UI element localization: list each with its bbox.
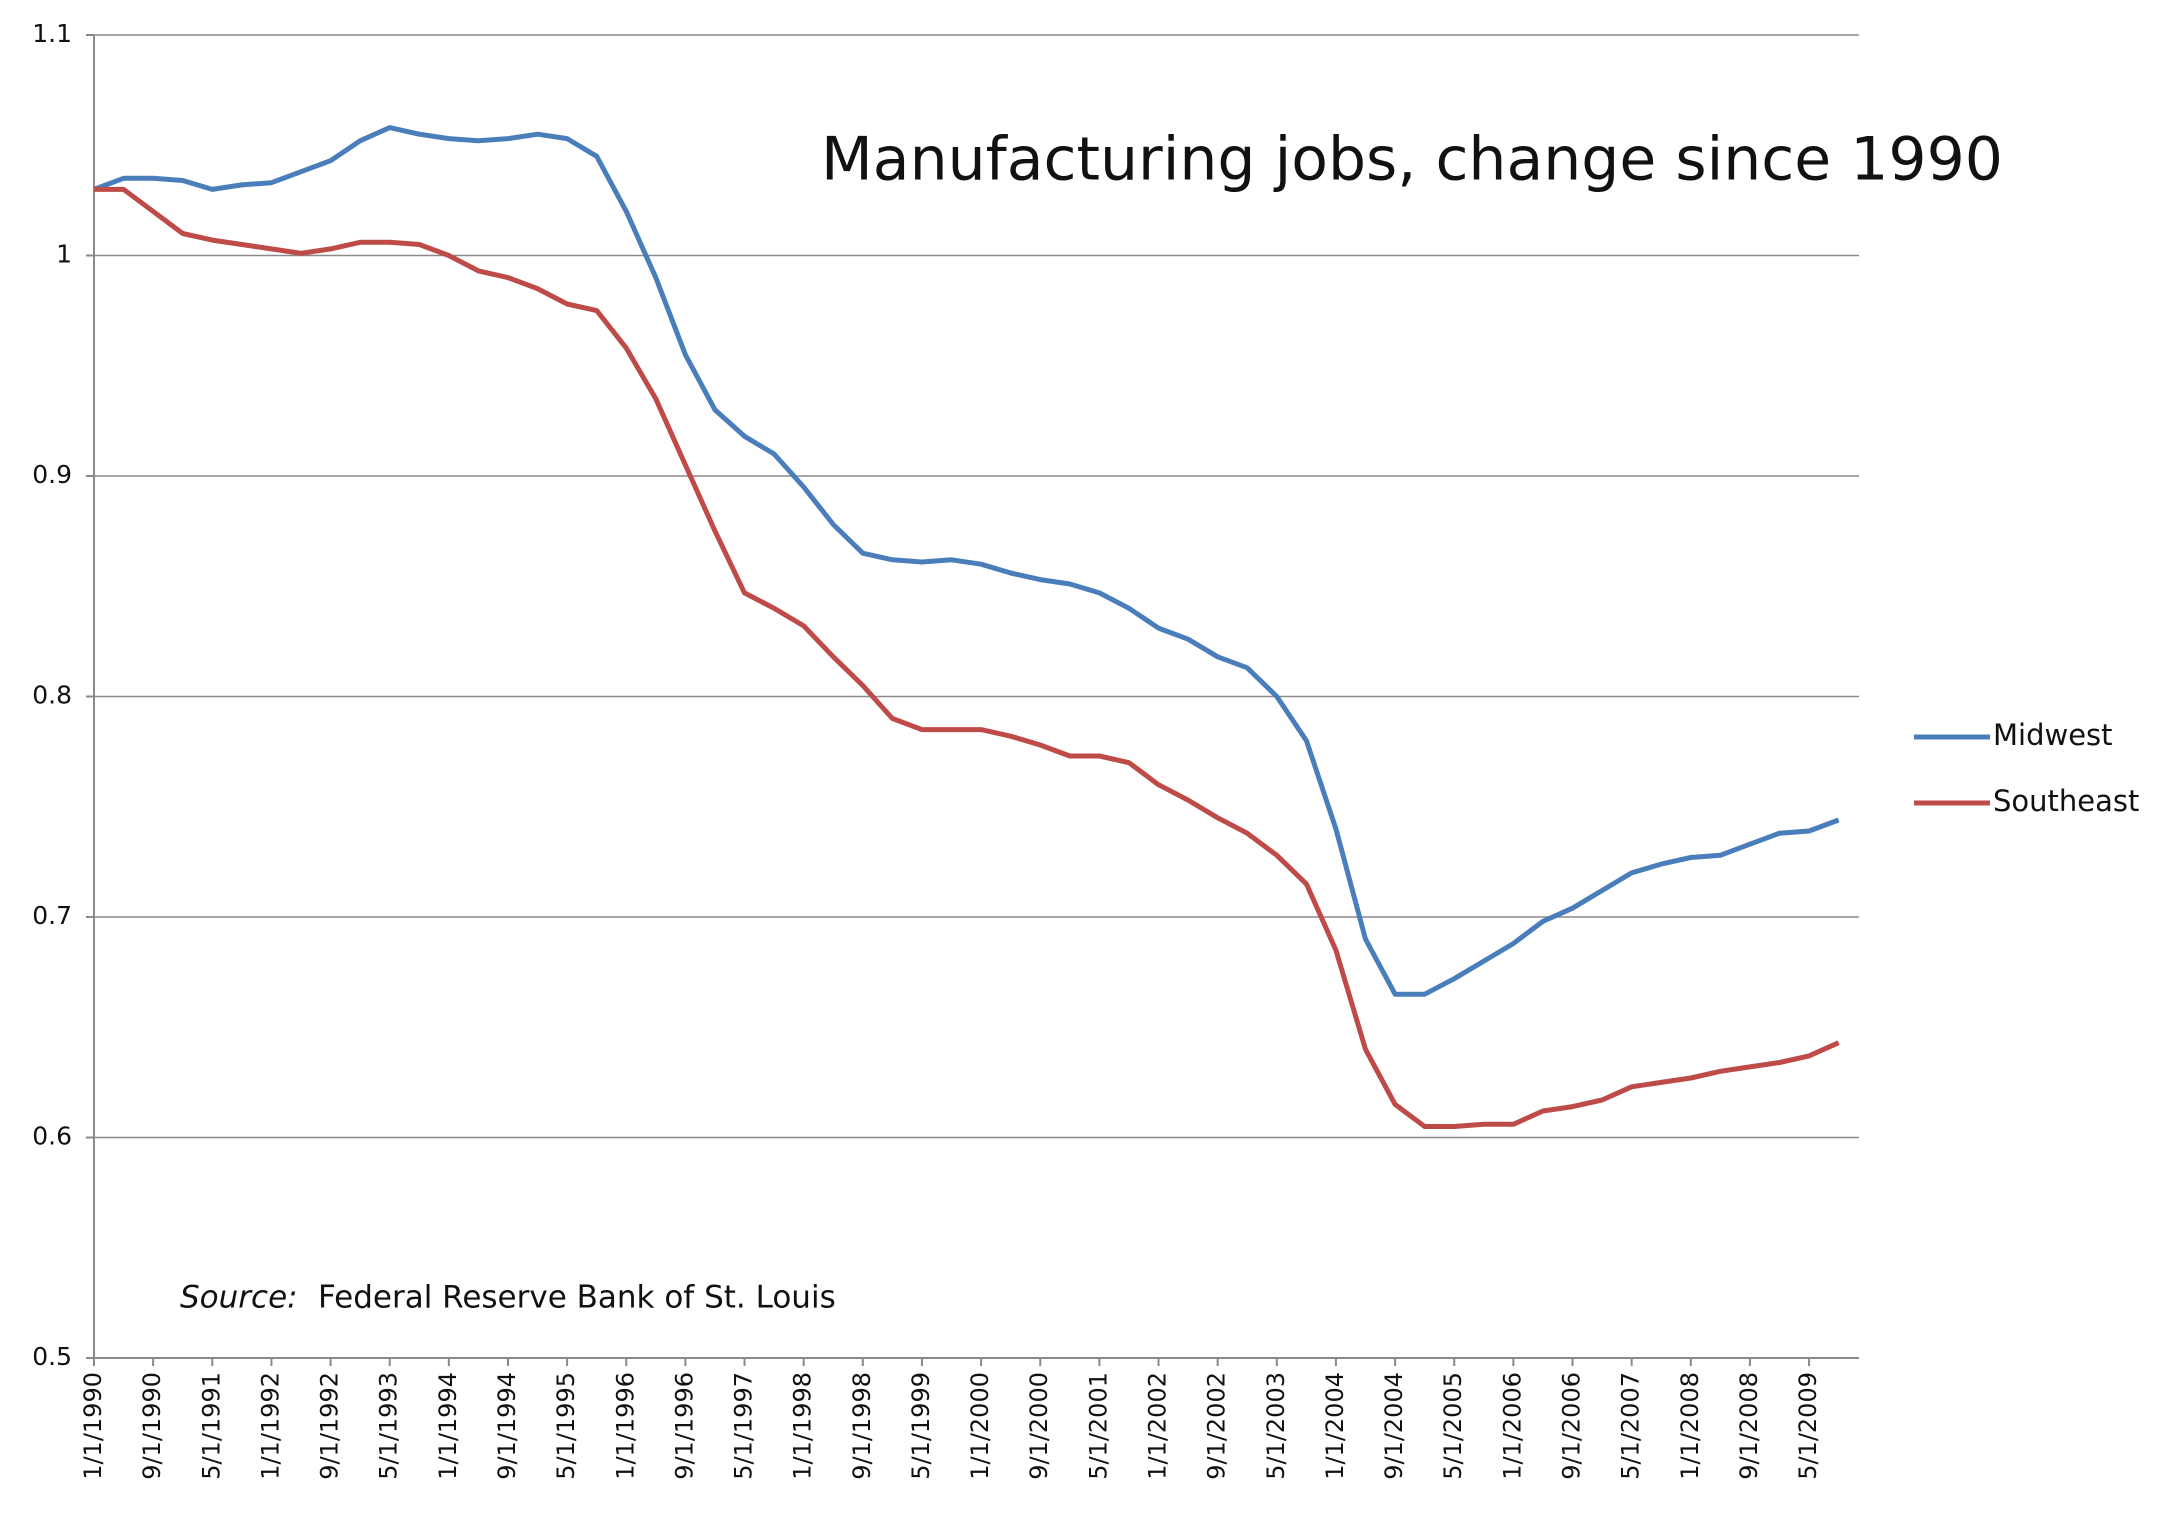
x-tick-label: 1/1/2002 <box>1144 1372 1172 1480</box>
x-tick-label: 1/1/1998 <box>789 1372 817 1480</box>
x-tick-label: 5/1/1995 <box>552 1372 580 1480</box>
x-tick-label: 9/1/1992 <box>316 1372 344 1480</box>
chart-title: Manufacturing jobs, change since 1990 <box>821 125 2003 195</box>
x-tick-label: 1/1/2004 <box>1321 1372 1349 1480</box>
x-tick-label: 1/1/2000 <box>966 1372 994 1480</box>
y-tick-label: 0.9 <box>32 460 72 489</box>
y-tick-label: 0.6 <box>32 1122 72 1151</box>
x-tick-label: 1/1/1996 <box>611 1372 639 1480</box>
x-tick-label: 9/1/2004 <box>1380 1372 1408 1480</box>
legend-label: Midwest <box>1993 718 2113 752</box>
x-tick-label: 5/1/1991 <box>197 1372 225 1480</box>
x-tick-label: 5/1/2001 <box>1084 1372 1112 1480</box>
x-tick-label: 1/1/1990 <box>79 1372 107 1480</box>
x-tick-label: 5/1/2007 <box>1617 1372 1645 1480</box>
series-line <box>94 186 1840 1129</box>
x-tick-label: 9/1/1994 <box>493 1372 521 1480</box>
source-label: Source: <box>180 1280 298 1316</box>
x-tick-label: 1/1/2006 <box>1498 1372 1526 1480</box>
x-tick-label: 5/1/1999 <box>907 1372 935 1480</box>
x-tick-label: 9/1/1998 <box>848 1372 876 1480</box>
x-tick-label: 1/1/1994 <box>434 1372 462 1480</box>
y-tick-label: 1.1 <box>32 19 72 48</box>
y-tick-label: 0.5 <box>32 1342 72 1371</box>
x-tick-label: 1/1/2008 <box>1676 1372 1704 1480</box>
x-tick-label: 9/1/2000 <box>1025 1372 1053 1480</box>
legend-label: Southeast <box>1993 784 2139 818</box>
x-tick-label: 9/1/1990 <box>138 1372 166 1480</box>
x-tick-label: 9/1/2002 <box>1203 1372 1231 1480</box>
x-tick-label: 5/1/1997 <box>730 1372 758 1480</box>
y-tick-label: 0.8 <box>32 681 72 710</box>
x-tick-label: 9/1/2006 <box>1558 1372 1586 1480</box>
x-tick-label: 5/1/2003 <box>1262 1372 1290 1480</box>
y-tick-label: 0.7 <box>32 901 72 930</box>
x-tick-label: 9/1/1996 <box>670 1372 698 1480</box>
source: Federal Reserve Bank of St. Louis <box>318 1280 836 1316</box>
x-tick-label: 5/1/2009 <box>1794 1372 1822 1480</box>
x-tick-label: 9/1/2008 <box>1735 1372 1763 1480</box>
y-tick-label: 1 <box>56 240 72 269</box>
x-tick-label: 5/1/2005 <box>1439 1372 1467 1480</box>
x-tick-label: 5/1/1993 <box>375 1372 403 1480</box>
series-line <box>93 125 1840 997</box>
x-tick-label: 1/1/1992 <box>256 1372 284 1480</box>
